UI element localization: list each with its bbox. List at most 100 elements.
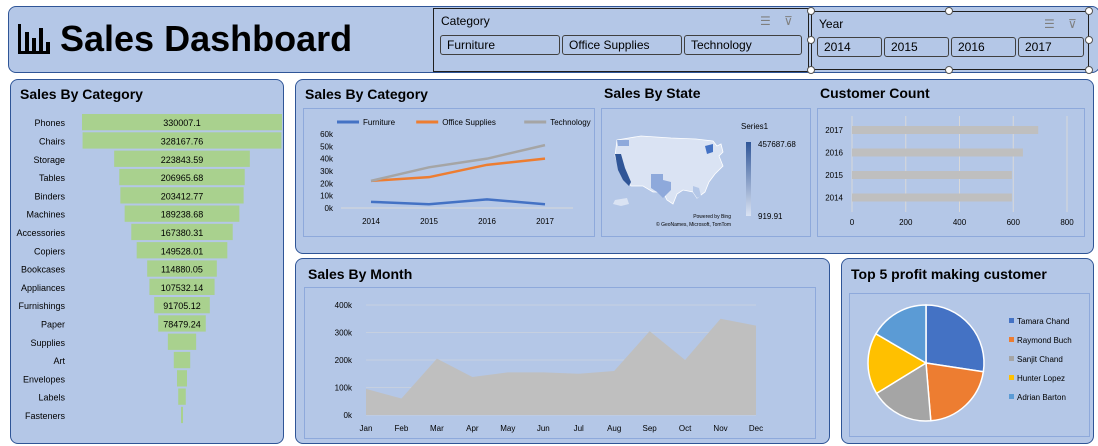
x-tick-label: Jul [574,424,584,433]
clear-filter-icon[interactable]: ⊽ [1068,17,1077,31]
year-2017-button[interactable]: 2017 [1018,37,1084,57]
funnel-bar [82,132,282,149]
legend-label: Raymond Buch [1017,336,1072,345]
legend-label: Office Supplies [442,118,496,127]
category-furniture-button[interactable]: Furniture [440,35,560,55]
resize-handle[interactable] [945,7,953,15]
y-tick-label: 400k [335,301,353,310]
funnel-value-label: 149528.01 [161,246,204,256]
funnel-bar [131,223,233,241]
map-credit: Powered by Bing [693,214,731,220]
pie-slice [874,304,927,365]
y-tick-label: 200k [335,356,353,365]
legend-swatch [1009,318,1014,323]
funnel-chart: Phones 330007.1 Chairs 328167.76 Storage 2238… [16,114,282,424]
funnel-panel: Sales By Category Phones 330007.1 Chairs 32… [10,79,284,444]
x-tick-label: Dec [749,424,763,433]
y-tick-label: 10k [320,192,334,201]
y-tick-label: 100k [335,384,353,393]
funnel-value-label: 330007.1 [163,118,201,128]
pie-panel: Top 5 profit making customer Tamara Chan… [841,258,1094,444]
page-title: Sales Dashboard [60,18,353,59]
funnel-bar [149,278,215,295]
customer-count-bar [852,126,1039,134]
category-technology-button[interactable]: Technology [684,35,802,55]
funnel-value-label: 328167.76 [161,136,204,146]
category-line-chart: 0k 10k 20k 30k 40k 50k 60k 2014 2015 2016 2017 Furn… [320,118,591,226]
legend-label: Furniture [363,118,396,127]
legend-swatch [1009,394,1014,399]
funnel-bar [136,242,228,259]
multi-select-icon[interactable]: ☰ [760,14,771,28]
x-tick-label: Mar [430,424,444,433]
funnel-category-label: Appliances [21,283,66,293]
funnel-category-label: Supplies [30,338,65,348]
x-tick-label: Nov [713,424,727,433]
resize-handle[interactable] [807,36,815,44]
month-panel: Sales By Month 0k 100k 200k 300k 400k Jan Feb M… [295,258,830,444]
funnel-value-label: 206965.68 [161,173,204,183]
month-area [366,318,756,415]
map-color-scale [746,142,751,216]
resize-handle[interactable] [1085,7,1093,15]
x-tick-label: Jun [537,424,550,433]
x-tick-label: Sep [643,424,658,433]
customer-count-bar [852,148,1023,157]
y-tick-label: 300k [335,329,353,338]
year-2014-button[interactable]: 2014 [817,37,882,57]
legend-label: Technology [550,118,590,127]
clear-filter-icon[interactable]: ⊽ [784,14,793,28]
funnel-category-label: Copiers [34,246,66,256]
funnel-category-label: Labels [38,393,65,403]
dashboard-icon [18,24,50,54]
x-tick-label: 400 [953,218,967,227]
funnel-value-label: 167380.31 [161,228,204,238]
y-tick-label: 30k [320,167,334,176]
pie-slice [925,304,985,373]
month-title: Sales By Month [308,266,413,282]
funnel-title: Sales By Category [20,86,143,102]
funnel-bar [120,187,244,204]
x-tick-label: 600 [1007,218,1021,227]
funnel-bar [167,333,197,350]
pie-slice [925,362,985,422]
funnel-category-label: Art [53,356,65,366]
funnel-category-label: Storage [33,155,65,165]
y-tick-label: 40k [320,155,334,164]
washington-shape [617,140,629,146]
y-tick-label: 2016 [825,149,843,158]
customer-count-title: Customer Count [820,85,930,101]
funnel-value-label: 189238.68 [161,210,204,220]
x-tick-label: 0 [850,218,855,227]
texas-shape [651,174,671,198]
funnel-bar [181,406,183,424]
resize-handle[interactable] [807,66,815,74]
funnel-bar [124,205,240,222]
y-tick-label: 0k [325,204,334,213]
year-2015-button[interactable]: 2015 [884,37,949,57]
resize-handle[interactable] [1085,36,1093,44]
map-series-label: Series1 [741,122,769,131]
new-york-shape [705,144,713,154]
legend-swatch [1009,375,1014,380]
pie-slice [867,332,928,395]
multi-select-icon[interactable]: ☰ [1044,17,1055,31]
year-2016-button[interactable]: 2016 [951,37,1016,57]
category-slicer: Category ☰ ⊽ Furniture Office Supplies T… [433,8,809,72]
legend-label: Hunter Lopez [1017,374,1065,383]
y-tick-label: 60k [320,130,334,139]
category-office-supplies-button[interactable]: Office Supplies [562,35,682,55]
funnel-bar [158,315,206,332]
funnel-bar [178,388,186,405]
funnel-category-label: Envelopes [23,374,66,384]
y-tick-label: 2015 [825,171,843,180]
funnel-category-label: Binders [34,191,65,201]
funnel-value-label: 91705.12 [163,301,201,311]
legend-label: Sanjit Chand [1017,355,1063,364]
resize-handle[interactable] [807,7,815,15]
funnel-value-label: 203412.77 [161,191,204,201]
resize-handle[interactable] [945,66,953,74]
year-slicer: Year ☰ ⊽ 2014 2015 2016 2017 [811,11,1089,70]
resize-handle[interactable] [1085,66,1093,74]
customer-count-bar [852,193,1012,202]
